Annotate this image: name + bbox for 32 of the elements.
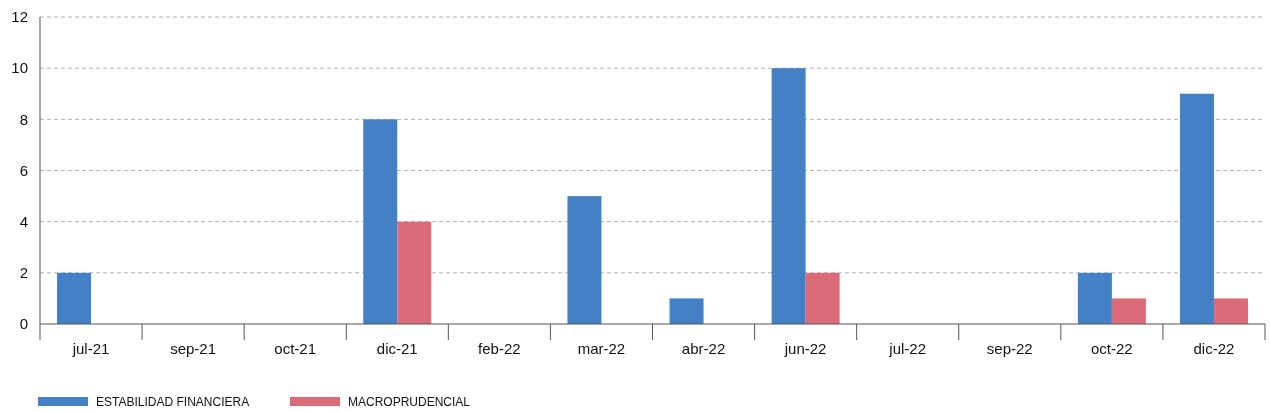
y-tick-label: 4	[19, 212, 28, 230]
x-tick-label: mar-22	[577, 340, 626, 357]
x-tick-label: jul-21	[71, 340, 110, 357]
legend-label: ESTABILIDAD FINANCIERA	[96, 395, 250, 409]
bar	[1213, 298, 1248, 324]
x-tick-label: jul-22	[888, 340, 927, 357]
x-tick-label: sep-22	[986, 340, 1033, 357]
y-tick-label: 10	[11, 59, 28, 77]
x-tick-label: feb-22	[478, 340, 521, 357]
bar	[805, 272, 840, 324]
x-tick-label: dic-21	[376, 340, 418, 357]
bar	[397, 221, 432, 324]
bar	[669, 298, 704, 324]
bar	[1077, 272, 1112, 324]
bar	[567, 196, 602, 324]
y-tick-label: 0	[19, 315, 28, 333]
y-tick-label: 6	[19, 161, 28, 179]
y-tick-label: 12	[11, 8, 28, 26]
legend-label: MACROPRUDENCIAL	[348, 395, 471, 409]
x-tick-label: oct-22	[1091, 340, 1133, 357]
x-tick-label: sep-21	[170, 340, 217, 357]
x-tick-label: dic-22	[1193, 340, 1235, 357]
bar	[57, 272, 92, 324]
bar	[771, 68, 806, 324]
x-tick-label: oct-21	[274, 340, 317, 357]
x-tick-label: jun-22	[783, 340, 827, 357]
y-tick-label: 2	[19, 264, 28, 282]
bar	[1111, 298, 1146, 324]
x-tick-label: abr-22	[681, 340, 726, 357]
y-tick-label: 8	[19, 110, 28, 128]
bar	[363, 119, 398, 324]
bar	[1179, 93, 1214, 324]
